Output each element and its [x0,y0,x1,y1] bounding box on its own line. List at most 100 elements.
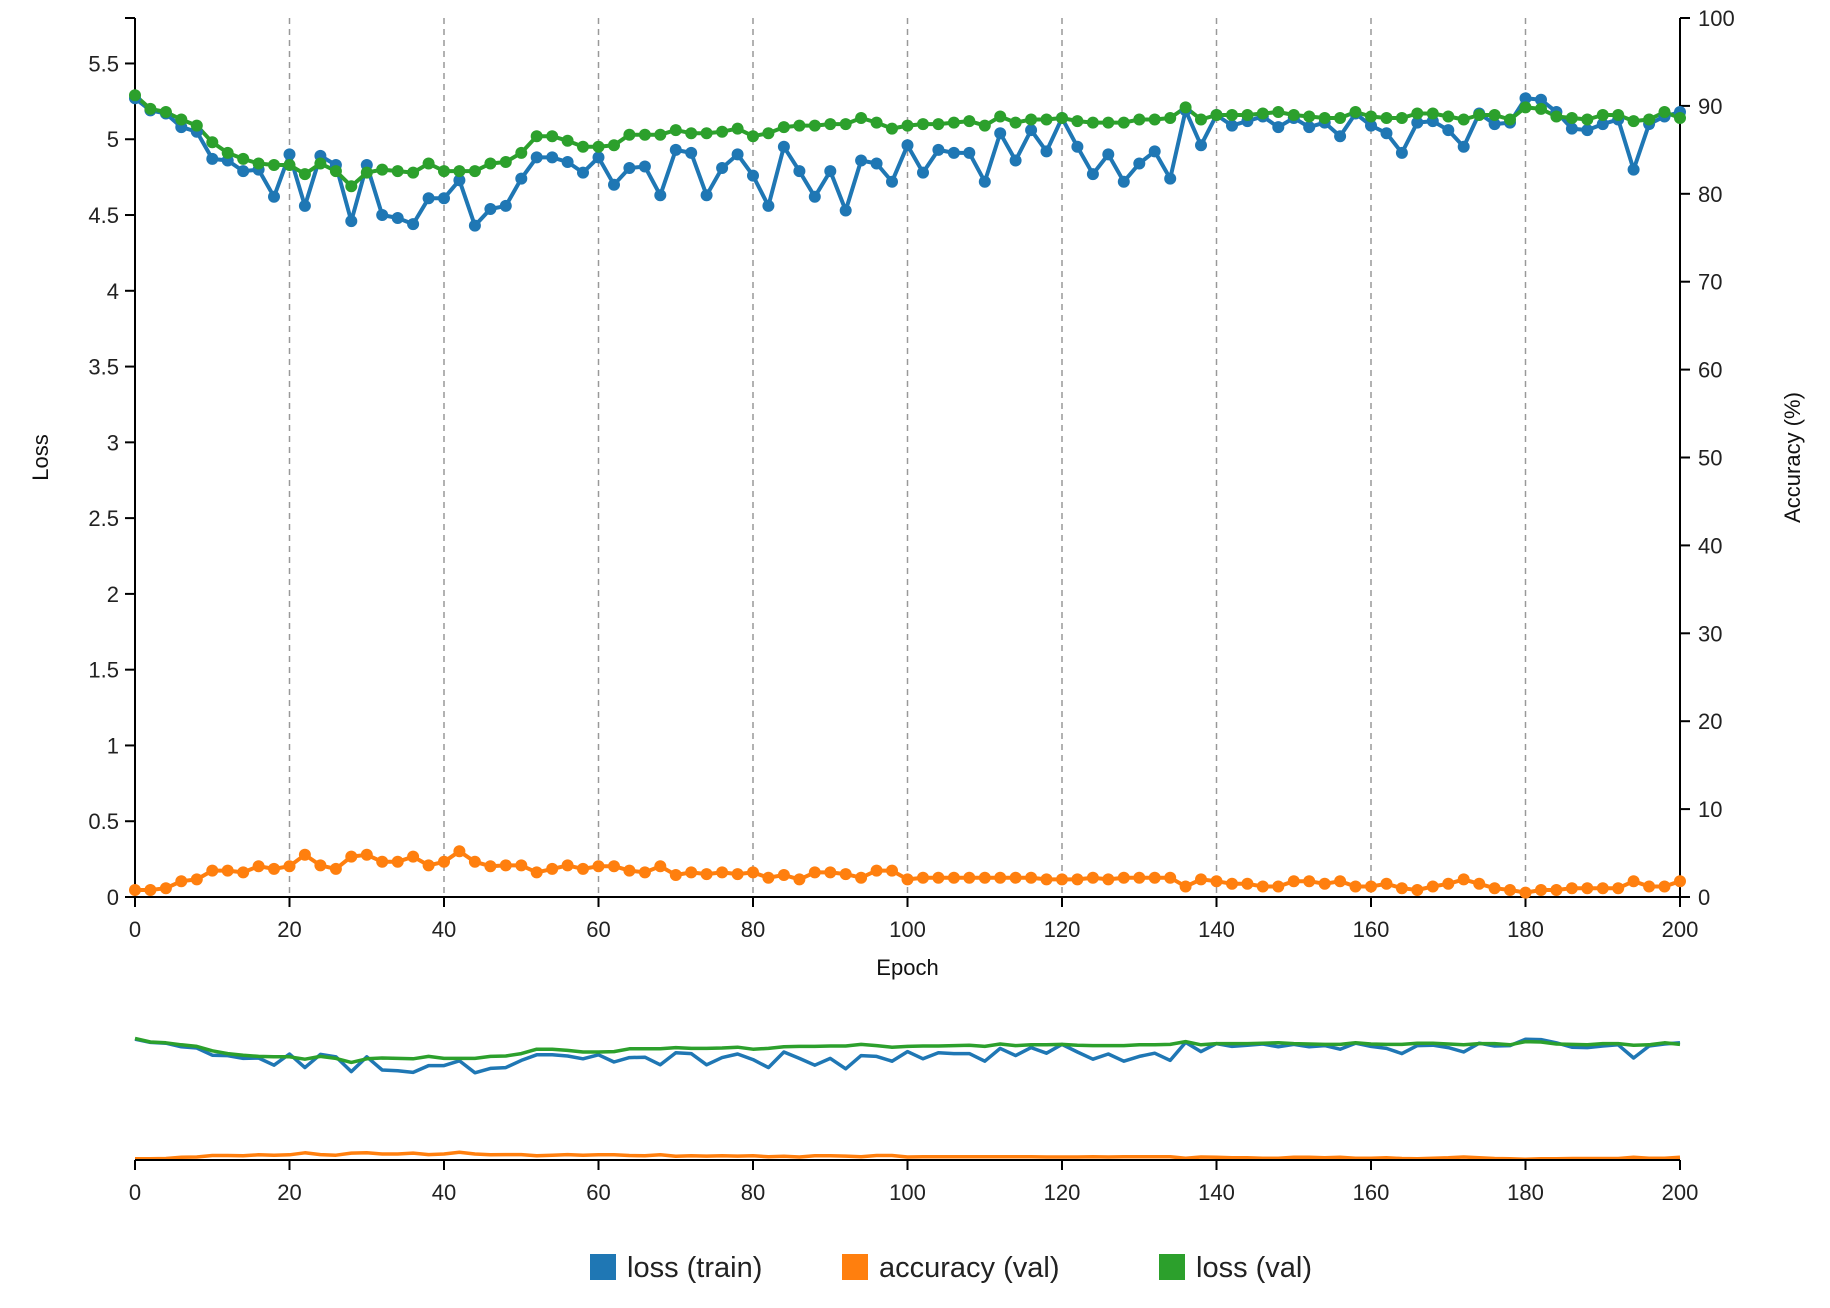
data-point [407,850,420,863]
data-point [515,146,528,159]
x-tick-label: 60 [586,917,610,942]
x-tick-label: 40 [432,917,456,942]
legend-item[interactable]: loss (val) [1159,1252,1312,1284]
data-point [994,110,1007,123]
data-point [1519,886,1532,899]
data-point [716,162,729,174]
data-point [1488,882,1501,895]
data-point [561,134,574,147]
legend-swatch [1159,1254,1185,1280]
data-point [716,866,729,879]
data-point [886,864,898,877]
y-right-tick-label: 20 [1698,709,1722,734]
data-point [206,152,219,165]
data-point [793,873,806,886]
data-point [1179,101,1192,114]
data-point [1535,93,1547,106]
y-left-tick-label: 5 [107,127,119,152]
data-point [1241,877,1254,890]
data-point [1256,107,1269,120]
x-tick-label: 120 [1044,917,1081,942]
data-point [1334,130,1347,143]
data-point [1287,109,1300,121]
data-point [700,189,713,202]
data-point [1117,175,1130,188]
data-point [669,869,682,881]
data-point [1195,113,1207,126]
data-point [700,868,713,881]
legend-swatch [590,1254,616,1280]
data-point [700,127,713,140]
data-point [932,118,945,131]
legend-item[interactable]: accuracy (val) [842,1252,1060,1284]
data-point [1411,107,1424,120]
data-point [1365,110,1377,123]
x-tick-label: 140 [1198,917,1235,942]
data-point [1365,119,1377,132]
data-point [1643,113,1656,126]
data-point [1195,873,1207,886]
legend-item[interactable]: loss (train) [590,1252,762,1284]
data-point [298,199,311,212]
data-point [268,159,280,171]
data-point [654,128,667,141]
data-point [1009,871,1022,884]
data-point [1349,106,1362,118]
y-left-tick-label: 0 [107,885,119,910]
data-point [175,875,188,888]
data-point [1380,127,1393,140]
legend[interactable]: loss (train) accuracy (val) loss (val) [590,1252,1312,1284]
data-point [870,116,883,129]
data-point [1581,882,1594,895]
data-point [947,116,960,129]
vertical-grid [288,18,1681,897]
y-left-tick-label: 4.5 [88,203,119,228]
data-point [1658,880,1671,893]
data-point [762,199,775,212]
data-point [1349,880,1362,893]
data-point [1442,110,1455,123]
data-point [777,869,790,881]
data-point [824,118,837,131]
data-point [978,871,991,884]
y-left-tick-label: 3 [107,430,119,455]
data-point [747,130,759,143]
y-right-tick-label: 50 [1698,446,1722,471]
data-point [391,165,404,178]
data-point [546,151,559,164]
data-point [1102,116,1115,129]
data-point [1612,882,1625,895]
data-point [1086,168,1099,181]
data-point [1303,121,1316,134]
legend-label: loss (train) [627,1252,762,1284]
data-point [747,866,759,879]
data-point [978,119,991,132]
data-point [345,215,358,228]
data-point [376,163,389,176]
data-point [793,119,806,132]
data-point [1596,882,1609,895]
series-points [129,89,1686,899]
data-point [839,868,852,881]
data-point [1395,882,1408,895]
data-point [762,127,775,140]
data-point [1674,112,1686,124]
data-point [422,157,435,170]
data-point [484,860,497,873]
overview-series-line [134,1036,1681,1065]
overview-x-tick-label: 200 [1662,1180,1699,1205]
data-point [1226,877,1238,890]
overview-x-tick-label: 40 [432,1180,456,1205]
data-point [360,166,373,179]
overview-chart[interactable]: 0 20 40 60 80 100 120 140 160 180 200 [129,1036,1699,1205]
data-point [855,871,868,884]
data-point [1565,882,1578,895]
legend-label: loss (val) [1196,1252,1312,1284]
data-point [159,882,172,895]
data-point [438,192,450,205]
data-point [669,124,682,137]
data-point [1395,112,1408,124]
data-point [1272,106,1285,118]
overview-x-tick-label: 0 [129,1180,141,1205]
data-point [1596,118,1609,131]
